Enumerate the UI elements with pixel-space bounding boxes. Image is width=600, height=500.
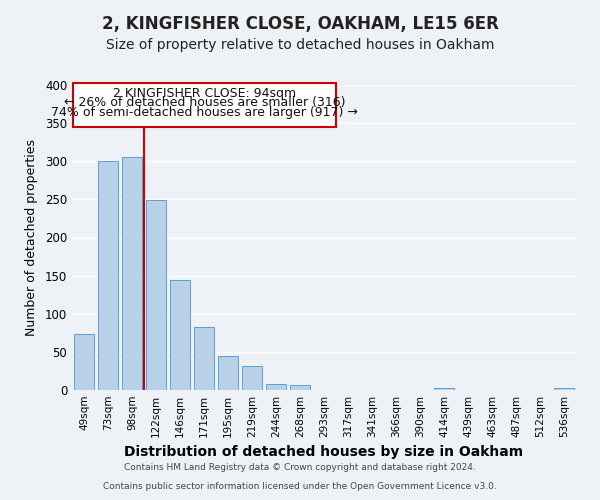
Bar [554, 388, 574, 390]
Bar [194, 326, 214, 390]
Text: Size of property relative to detached houses in Oakham: Size of property relative to detached ho… [106, 38, 494, 52]
Bar [98, 161, 118, 390]
Text: ← 26% of detached houses are smaller (316): ← 26% of detached houses are smaller (31… [64, 96, 346, 110]
Bar [218, 356, 238, 390]
Bar [290, 386, 310, 390]
Text: Contains HM Land Registry data © Crown copyright and database right 2024.: Contains HM Land Registry data © Crown c… [124, 464, 476, 472]
Bar [146, 200, 166, 390]
Bar [170, 280, 190, 390]
Bar [242, 366, 262, 390]
X-axis label: Distribution of detached houses by size in Oakham: Distribution of detached houses by size … [124, 446, 524, 460]
Text: Contains public sector information licensed under the Open Government Licence v3: Contains public sector information licen… [103, 482, 497, 491]
Text: 74% of semi-detached houses are larger (917) →: 74% of semi-detached houses are larger (… [51, 106, 358, 120]
Text: 2, KINGFISHER CLOSE, OAKHAM, LE15 6ER: 2, KINGFISHER CLOSE, OAKHAM, LE15 6ER [101, 15, 499, 33]
Bar [266, 384, 286, 390]
Text: 2 KINGFISHER CLOSE: 94sqm: 2 KINGFISHER CLOSE: 94sqm [113, 88, 296, 101]
FancyBboxPatch shape [73, 84, 336, 127]
Bar [122, 158, 142, 390]
Y-axis label: Number of detached properties: Number of detached properties [25, 139, 38, 336]
Bar [74, 334, 94, 390]
Bar [434, 388, 454, 390]
